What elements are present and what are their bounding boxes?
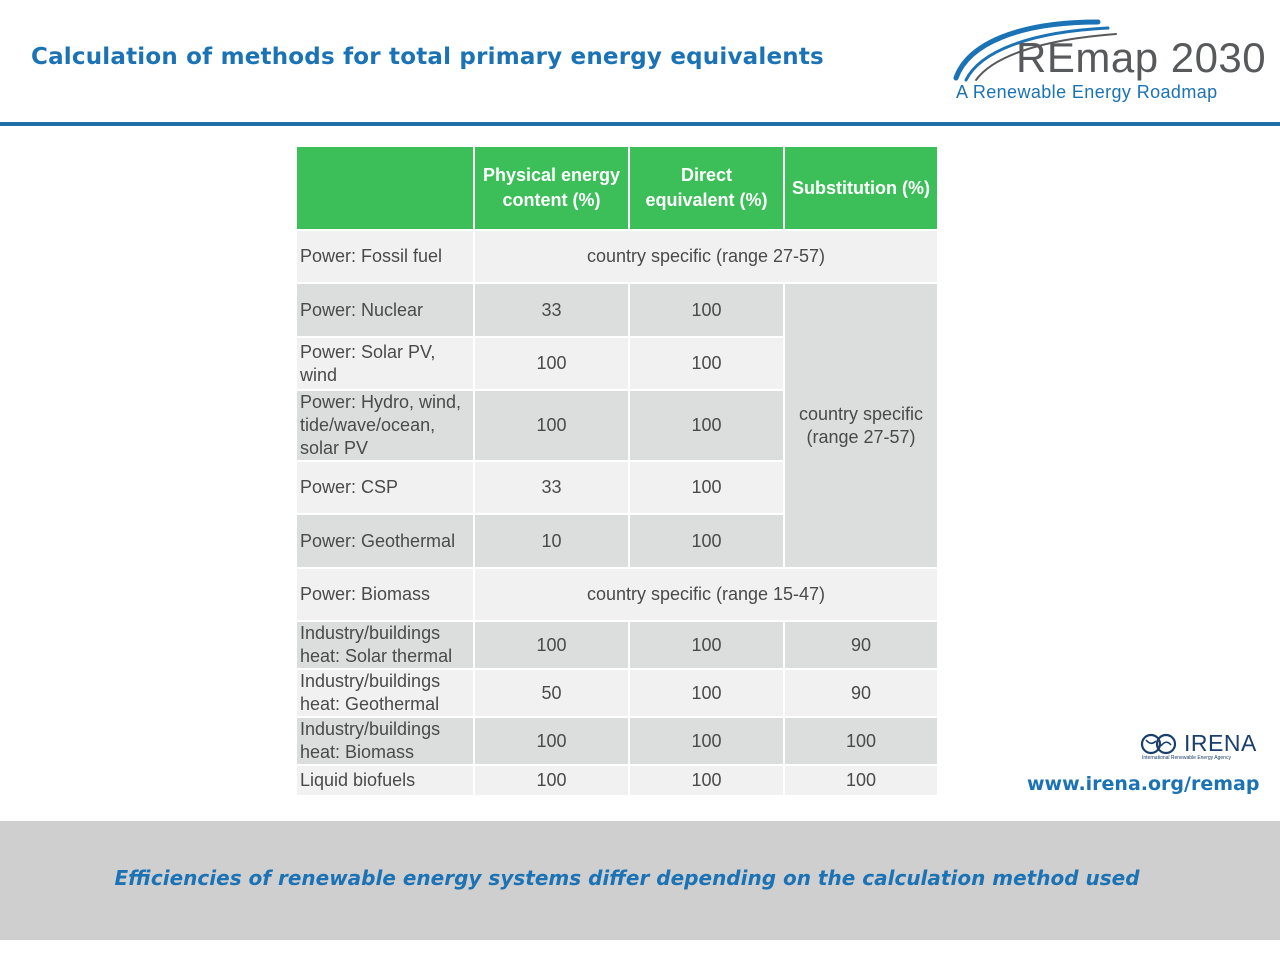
substitution-value: 100 bbox=[784, 717, 939, 766]
physical-value: 33 bbox=[474, 283, 630, 338]
remap-logo: REmap 2030 A Renewable Energy Roadmap bbox=[948, 14, 1266, 106]
row-label: Power: Hydro, wind, tide/wave/ocean, sol… bbox=[297, 390, 475, 462]
country-specific-cell: country specific (range 15-47) bbox=[474, 568, 939, 622]
table-row: Power: Nuclear 33 100 country specific (… bbox=[297, 283, 939, 569]
substitution-value: 100 bbox=[784, 765, 939, 797]
remap-logo-tagline: A Renewable Energy Roadmap bbox=[956, 82, 1218, 102]
substitution-value: 90 bbox=[784, 621, 939, 670]
row-label: Power: Nuclear bbox=[297, 283, 475, 338]
column-header bbox=[297, 147, 475, 231]
direct-value: 100 bbox=[629, 514, 785, 569]
irena-logo: IRENA International Renewable Energy Age… bbox=[1140, 730, 1256, 764]
column-header: Substitution (%) bbox=[784, 147, 939, 231]
direct-value: 100 bbox=[629, 283, 785, 338]
direct-value: 100 bbox=[629, 337, 785, 391]
country-specific-cell: country specific (range 27-57) bbox=[474, 230, 939, 284]
table-header-row: Physical energy content (%) Direct equiv… bbox=[297, 147, 939, 231]
slide-title: Calculation of methods for total primary… bbox=[31, 44, 824, 70]
website-link[interactable]: www.irena.org/remap bbox=[1027, 773, 1260, 795]
substitution-merged-cell: country specific (range 27-57) bbox=[784, 283, 939, 569]
table-row: Power: Fossil fuel country specific (ran… bbox=[297, 230, 939, 284]
substitution-value: 90 bbox=[784, 669, 939, 718]
energy-equivalents-table: Physical energy content (%) Direct equiv… bbox=[297, 147, 939, 797]
direct-value: 100 bbox=[629, 461, 785, 515]
table-row: Industry/buildings heat: Geothermal 50 1… bbox=[297, 669, 939, 718]
physical-value: 100 bbox=[474, 717, 630, 766]
direct-value: 100 bbox=[629, 765, 785, 797]
table-row: Liquid biofuels 100 100 100 bbox=[297, 765, 939, 797]
row-label: Industry/buildings heat: Biomass bbox=[297, 717, 475, 766]
row-label: Power: Biomass bbox=[297, 568, 475, 622]
direct-value: 100 bbox=[629, 717, 785, 766]
column-header: Physical energy content (%) bbox=[474, 147, 630, 231]
footer-text: Efficiencies of renewable energy systems… bbox=[114, 866, 1140, 890]
table-row: Industry/buildings heat: Solar thermal 1… bbox=[297, 621, 939, 670]
row-label: Power: Geothermal bbox=[297, 514, 475, 569]
row-label: Power: CSP bbox=[297, 461, 475, 515]
table-row: Power: Geothermal 10 100 bbox=[297, 514, 938, 569]
irena-logo-name: IRENA bbox=[1184, 730, 1257, 756]
footer-band bbox=[0, 821, 1280, 940]
row-label: Power: Solar PV, wind bbox=[297, 337, 475, 391]
column-header: Direct equivalent (%) bbox=[629, 147, 785, 231]
table-row: Power: CSP 33 100 bbox=[297, 461, 938, 515]
header-divider bbox=[0, 122, 1280, 126]
physical-value: 100 bbox=[474, 765, 630, 797]
direct-value: 100 bbox=[629, 669, 785, 718]
table-row: Power: Biomass country specific (range 1… bbox=[297, 568, 939, 622]
row-label: Industry/buildings heat: Solar thermal bbox=[297, 621, 475, 670]
direct-value: 100 bbox=[629, 390, 785, 462]
physical-value: 100 bbox=[474, 337, 630, 391]
direct-value: 100 bbox=[629, 621, 785, 670]
physical-value: 100 bbox=[474, 390, 630, 462]
irena-logo-subtitle: International Renewable Energy Agency bbox=[1142, 755, 1231, 761]
row-label: Liquid biofuels bbox=[297, 765, 475, 797]
globe-icon bbox=[1140, 733, 1177, 755]
physical-value: 33 bbox=[474, 461, 630, 515]
remap-logo-name: REmap 2030 bbox=[1016, 34, 1267, 81]
energy-table-container: Physical energy content (%) Direct equiv… bbox=[297, 147, 939, 797]
swoosh-icon bbox=[953, 19, 1117, 82]
table-row: Power: Solar PV, wind 100 100 bbox=[297, 337, 938, 391]
row-label: Power: Fossil fuel bbox=[297, 230, 475, 284]
physical-value: 100 bbox=[474, 621, 630, 670]
physical-value: 10 bbox=[474, 514, 630, 569]
physical-value: 50 bbox=[474, 669, 630, 718]
row-label: Industry/buildings heat: Geothermal bbox=[297, 669, 475, 718]
table-row: Power: Hydro, wind, tide/wave/ocean, sol… bbox=[297, 390, 938, 462]
table-row: Industry/buildings heat: Biomass 100 100… bbox=[297, 717, 939, 766]
